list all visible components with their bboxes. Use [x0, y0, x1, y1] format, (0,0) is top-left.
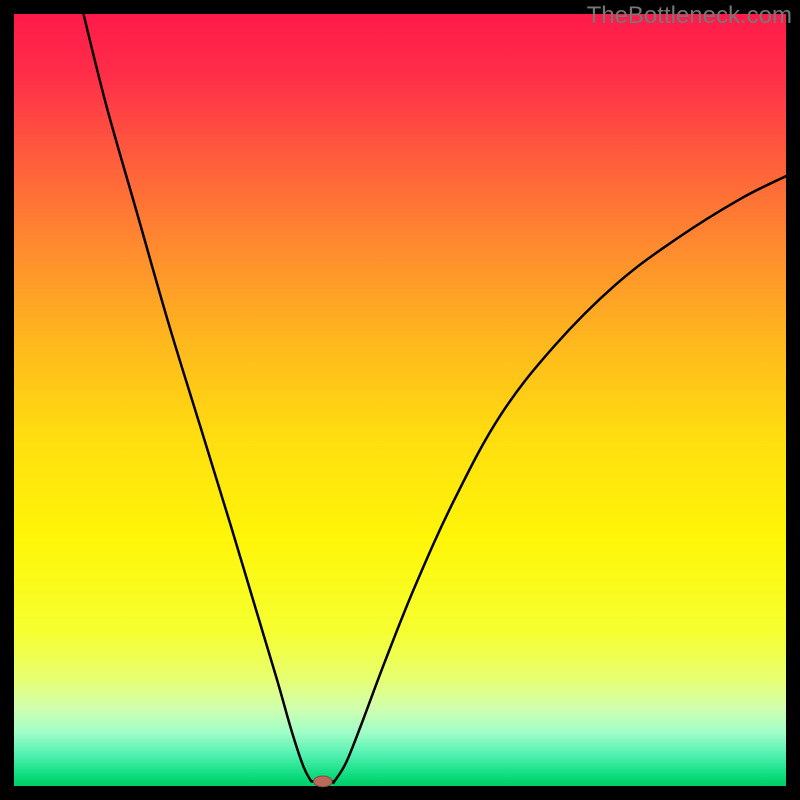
watermark-text: TheBottleneck.com: [587, 2, 792, 30]
plot-background: [14, 14, 786, 786]
chart-container: { "watermark": "TheBottleneck.com", "cha…: [0, 0, 800, 800]
minimum-marker: [314, 776, 333, 787]
bottleneck-chart: [0, 0, 800, 800]
